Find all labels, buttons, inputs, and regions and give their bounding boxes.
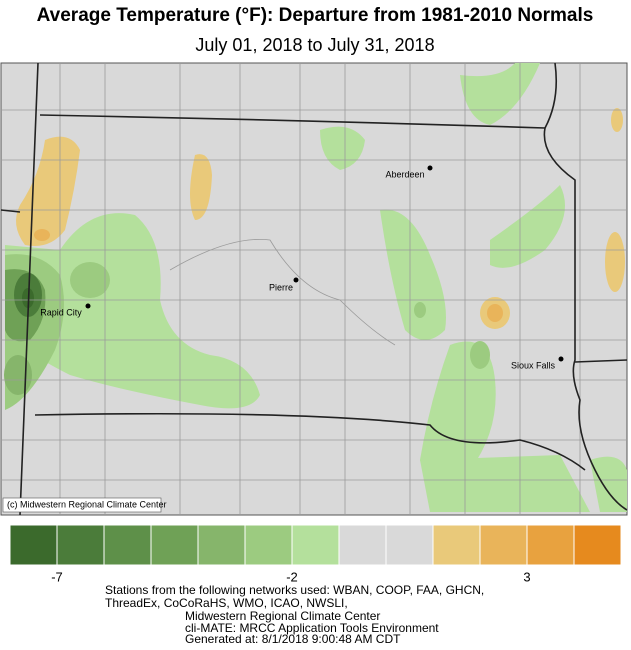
city-label: Rapid City bbox=[40, 307, 82, 317]
footer-line: Stations from the following networks use… bbox=[105, 583, 484, 597]
city-dot bbox=[293, 277, 299, 283]
city-label: Sioux Falls bbox=[511, 360, 556, 370]
legend-swatch bbox=[526, 524, 575, 566]
legend-tick-label: -7 bbox=[51, 569, 63, 584]
credit: (c) Midwestern Regional Climate Center bbox=[7, 499, 167, 509]
legend: -7 -2 3 bbox=[9, 524, 622, 584]
legend-swatch bbox=[56, 524, 105, 566]
legend-swatch bbox=[291, 524, 340, 566]
title: Average Temperature (°F): Departure from… bbox=[37, 5, 594, 26]
legend-swatch bbox=[573, 524, 622, 566]
legend-swatch bbox=[338, 524, 387, 566]
footer: Stations from the following networks use… bbox=[105, 583, 484, 646]
legend-swatch bbox=[479, 524, 528, 566]
state-borders bbox=[0, 62, 628, 516]
footer-line: Midwestern Regional Climate Center bbox=[185, 609, 380, 623]
anomaly-shading bbox=[4, 63, 627, 512]
legend-swatch bbox=[9, 524, 58, 566]
city-label: Aberdeen bbox=[385, 169, 424, 179]
legend-tick-label: 3 bbox=[523, 569, 530, 584]
legend-swatch bbox=[103, 524, 152, 566]
subtitle: July 01, 2018 to July 31, 2018 bbox=[195, 35, 434, 55]
map: Aberdeen Pierre Rapid City Sioux Falls (… bbox=[0, 62, 628, 516]
footer-line: cli-MATE: MRCC Application Tools Environ… bbox=[185, 621, 439, 635]
city-dot bbox=[427, 165, 433, 171]
city-label: Pierre bbox=[269, 282, 293, 292]
legend-swatch bbox=[385, 524, 434, 566]
footer-line: Generated at: 8/1/2018 9:00:48 AM CDT bbox=[185, 632, 401, 645]
cities: Aberdeen Pierre Rapid City Sioux Falls bbox=[40, 165, 564, 370]
legend-swatch bbox=[244, 524, 293, 566]
legend-swatch bbox=[432, 524, 481, 566]
legend-swatch bbox=[197, 524, 246, 566]
city-dot bbox=[85, 303, 91, 309]
county-lines bbox=[1, 63, 627, 515]
footer-line: ThreadEx, CoCoRaHS, WMO, ICAO, NWSLI, bbox=[105, 596, 348, 610]
legend-swatch bbox=[150, 524, 199, 566]
credit-box bbox=[2, 497, 162, 513]
legend-tick-label: -2 bbox=[286, 569, 298, 584]
city-dot bbox=[558, 356, 564, 362]
